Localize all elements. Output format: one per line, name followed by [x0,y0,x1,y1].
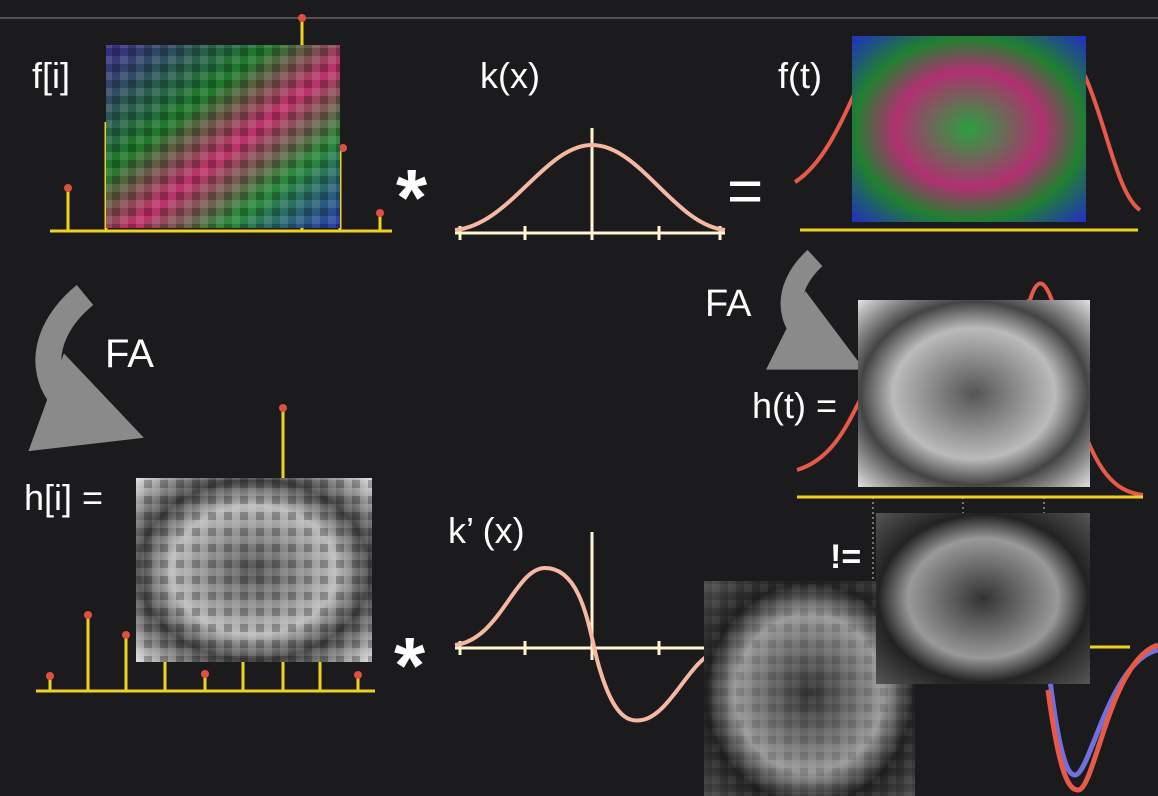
fa-gray-smooth-image [858,300,1090,487]
pixel-overlay [106,45,340,228]
pixel-overlay [136,478,372,662]
operator: * [396,153,428,242]
page: f[i] k(x) f(t) * = FA FA h(t) = h[i] = k… [0,0,1158,796]
label: f[i] [32,55,70,96]
arrow-left [48,295,95,420]
label: f(t) [778,55,822,96]
label: FA [705,283,752,325]
fa-color-smooth-image [852,36,1086,222]
operator: * [394,621,426,710]
operator: != [830,538,861,576]
slide: f[i] k(x) f(t) * = FA FA h(t) = h[i] = k… [0,0,1158,796]
label: h(t) = [752,385,837,426]
label: h[i] = [24,477,103,518]
label: k’ (x) [448,510,525,551]
arrow-right [792,258,825,350]
operator: = [727,157,763,226]
label: k(x) [480,55,540,96]
label: FA [105,332,154,376]
gaussian-curve [455,145,725,230]
derivative-curve [455,568,715,720]
gradient-image-continuous [876,513,1090,684]
derivative-axes [455,532,720,660]
